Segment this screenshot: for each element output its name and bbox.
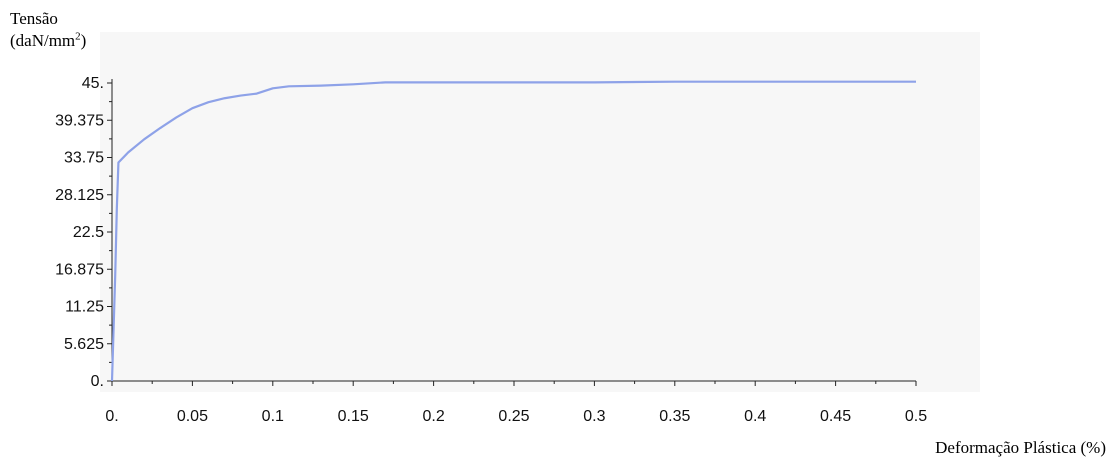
y-axis-title-unit-exponent: 2 bbox=[75, 30, 81, 43]
stress-strain-curve bbox=[110, 80, 916, 382]
x-tick-label: 0.35 bbox=[659, 408, 690, 425]
y-tick-label: 11.25 bbox=[65, 299, 104, 316]
y-tick-label: 28.125 bbox=[55, 187, 104, 204]
x-tick-label: 0.45 bbox=[820, 408, 851, 425]
y-axis-title: Tensão (daN/mm2) bbox=[10, 8, 86, 52]
y-tick-label: 0. bbox=[91, 373, 104, 390]
y-tick-label: 5.625 bbox=[64, 336, 104, 353]
x-tick-label: 0.3 bbox=[583, 408, 605, 425]
y-axis-title-unit-close: ) bbox=[80, 31, 87, 50]
x-tick-label: 0.4 bbox=[744, 408, 766, 425]
plot-area bbox=[100, 32, 980, 392]
x-tick-label: 0.25 bbox=[498, 408, 529, 425]
x-tick-label: 0.2 bbox=[422, 408, 444, 425]
x-tick-label: 0.05 bbox=[177, 408, 208, 425]
y-tick-label: 16.875 bbox=[55, 261, 104, 278]
x-axis-title: Deformação Plástica (%) bbox=[935, 438, 1106, 457]
y-axis-title-unit: (daN/mm bbox=[10, 31, 76, 50]
y-tick-label: 39.375 bbox=[55, 112, 104, 129]
y-tick-label: 45. bbox=[82, 75, 104, 92]
x-tick-label: 0.15 bbox=[338, 408, 369, 425]
y-axis-title-line2: (daN/mm2) bbox=[10, 30, 86, 52]
y-tick-label: 22.5 bbox=[73, 224, 104, 241]
x-tick-label: 0. bbox=[105, 408, 118, 425]
x-tick-label: 0.5 bbox=[905, 408, 927, 425]
x-tick-label: 0.1 bbox=[262, 408, 284, 425]
y-axis-title-line1: Tensão bbox=[10, 9, 58, 28]
y-tick-label: 33.75 bbox=[64, 150, 104, 167]
